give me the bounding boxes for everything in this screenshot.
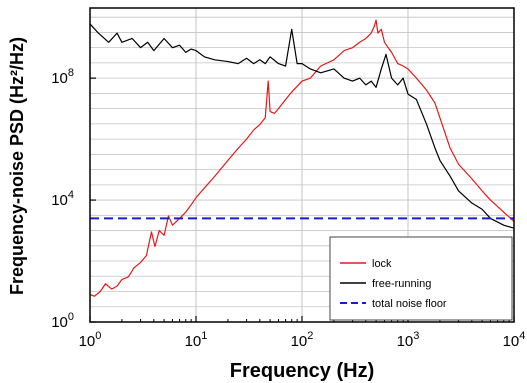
x-axis-title: Frequency (Hz) bbox=[230, 360, 374, 382]
legend-label-total-noise-floor: total noise floor bbox=[372, 298, 447, 310]
legend: lock free-running total noise floor bbox=[329, 236, 513, 321]
legend-label-free-running: free-running bbox=[372, 278, 431, 290]
y-axis-title: Frequency-noise PSD (Hz²/Hz) bbox=[7, 37, 27, 295]
legend-box bbox=[329, 236, 513, 321]
series-free-running bbox=[89, 23, 515, 229]
legend-label-lock: lock bbox=[372, 258, 392, 270]
series-lock bbox=[89, 19, 515, 297]
series bbox=[89, 19, 515, 297]
